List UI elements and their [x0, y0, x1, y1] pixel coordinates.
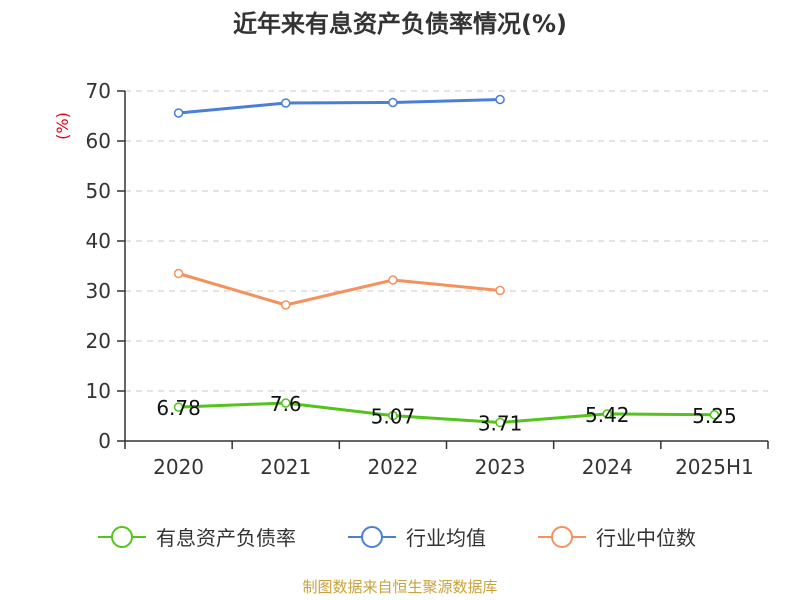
data-point: [495, 94, 505, 105]
data-point: [173, 108, 184, 118]
legend-marker: [111, 526, 133, 548]
chart-title: 近年来有息资产负债率情况(%): [233, 10, 567, 38]
series-line: [178, 401, 715, 424]
data-point: [173, 268, 184, 279]
y-tick-label: 70: [86, 79, 111, 103]
data-point: [709, 410, 720, 420]
data-point: [173, 402, 184, 412]
data-label: 3.71: [478, 411, 523, 435]
legend-label: 行业中位数: [596, 526, 696, 550]
legend-label: 有息资产负债率: [156, 526, 296, 550]
data-label: 5.42: [585, 403, 630, 427]
y-axis-unit: (%): [53, 112, 72, 140]
series-layer: [173, 94, 720, 428]
legend-label: 行业均值: [406, 526, 486, 550]
data-point: [388, 410, 398, 421]
grid-lines: [125, 90, 768, 392]
series-line: [178, 98, 501, 115]
series-line: [178, 272, 501, 307]
x-tick-label: 2025H1: [675, 455, 754, 479]
data-point: [495, 417, 505, 428]
data-label: 7.6: [270, 392, 302, 416]
data-label: 5.25: [692, 404, 737, 428]
y-tick-label: 50: [86, 179, 111, 203]
data-point: [281, 398, 291, 408]
x-tick-label: 2022: [367, 455, 418, 479]
y-tick-label: 0: [98, 429, 111, 453]
data-point: [495, 285, 505, 296]
data-label: 5.07: [371, 405, 416, 429]
source-note: 制图数据来自恒生聚源数据库: [302, 578, 497, 596]
y-tick-label: 20: [86, 329, 111, 353]
data-label: 6.78: [156, 396, 201, 420]
x-tick-label: 2020: [153, 455, 204, 479]
legend-marker: [551, 526, 573, 548]
data-point: [388, 275, 398, 285]
data-point: [602, 409, 612, 419]
data-point: [281, 98, 291, 108]
axes: 0 10 20 30 40 50 60 70 2020 2021 2022 2023 2024 2025H…: [86, 79, 769, 479]
y-tick-label: 40: [86, 229, 111, 253]
y-tick-label: 60: [86, 129, 111, 153]
legend-marker: [361, 526, 383, 548]
data-point: [388, 97, 398, 108]
y-tick-label: 10: [86, 379, 111, 403]
legend: 有息资产负债率 行业均值 行业中位数: [98, 526, 696, 550]
data-point: [281, 300, 291, 310]
y-tick-label: 30: [86, 279, 111, 303]
x-tick-label: 2024: [582, 455, 633, 479]
data-labels: 6.78 7.6 5.07 3.71 5.42 5.25: [156, 392, 736, 435]
x-tick-label: 2021: [260, 455, 311, 479]
x-tick-label: 2023: [475, 455, 526, 479]
